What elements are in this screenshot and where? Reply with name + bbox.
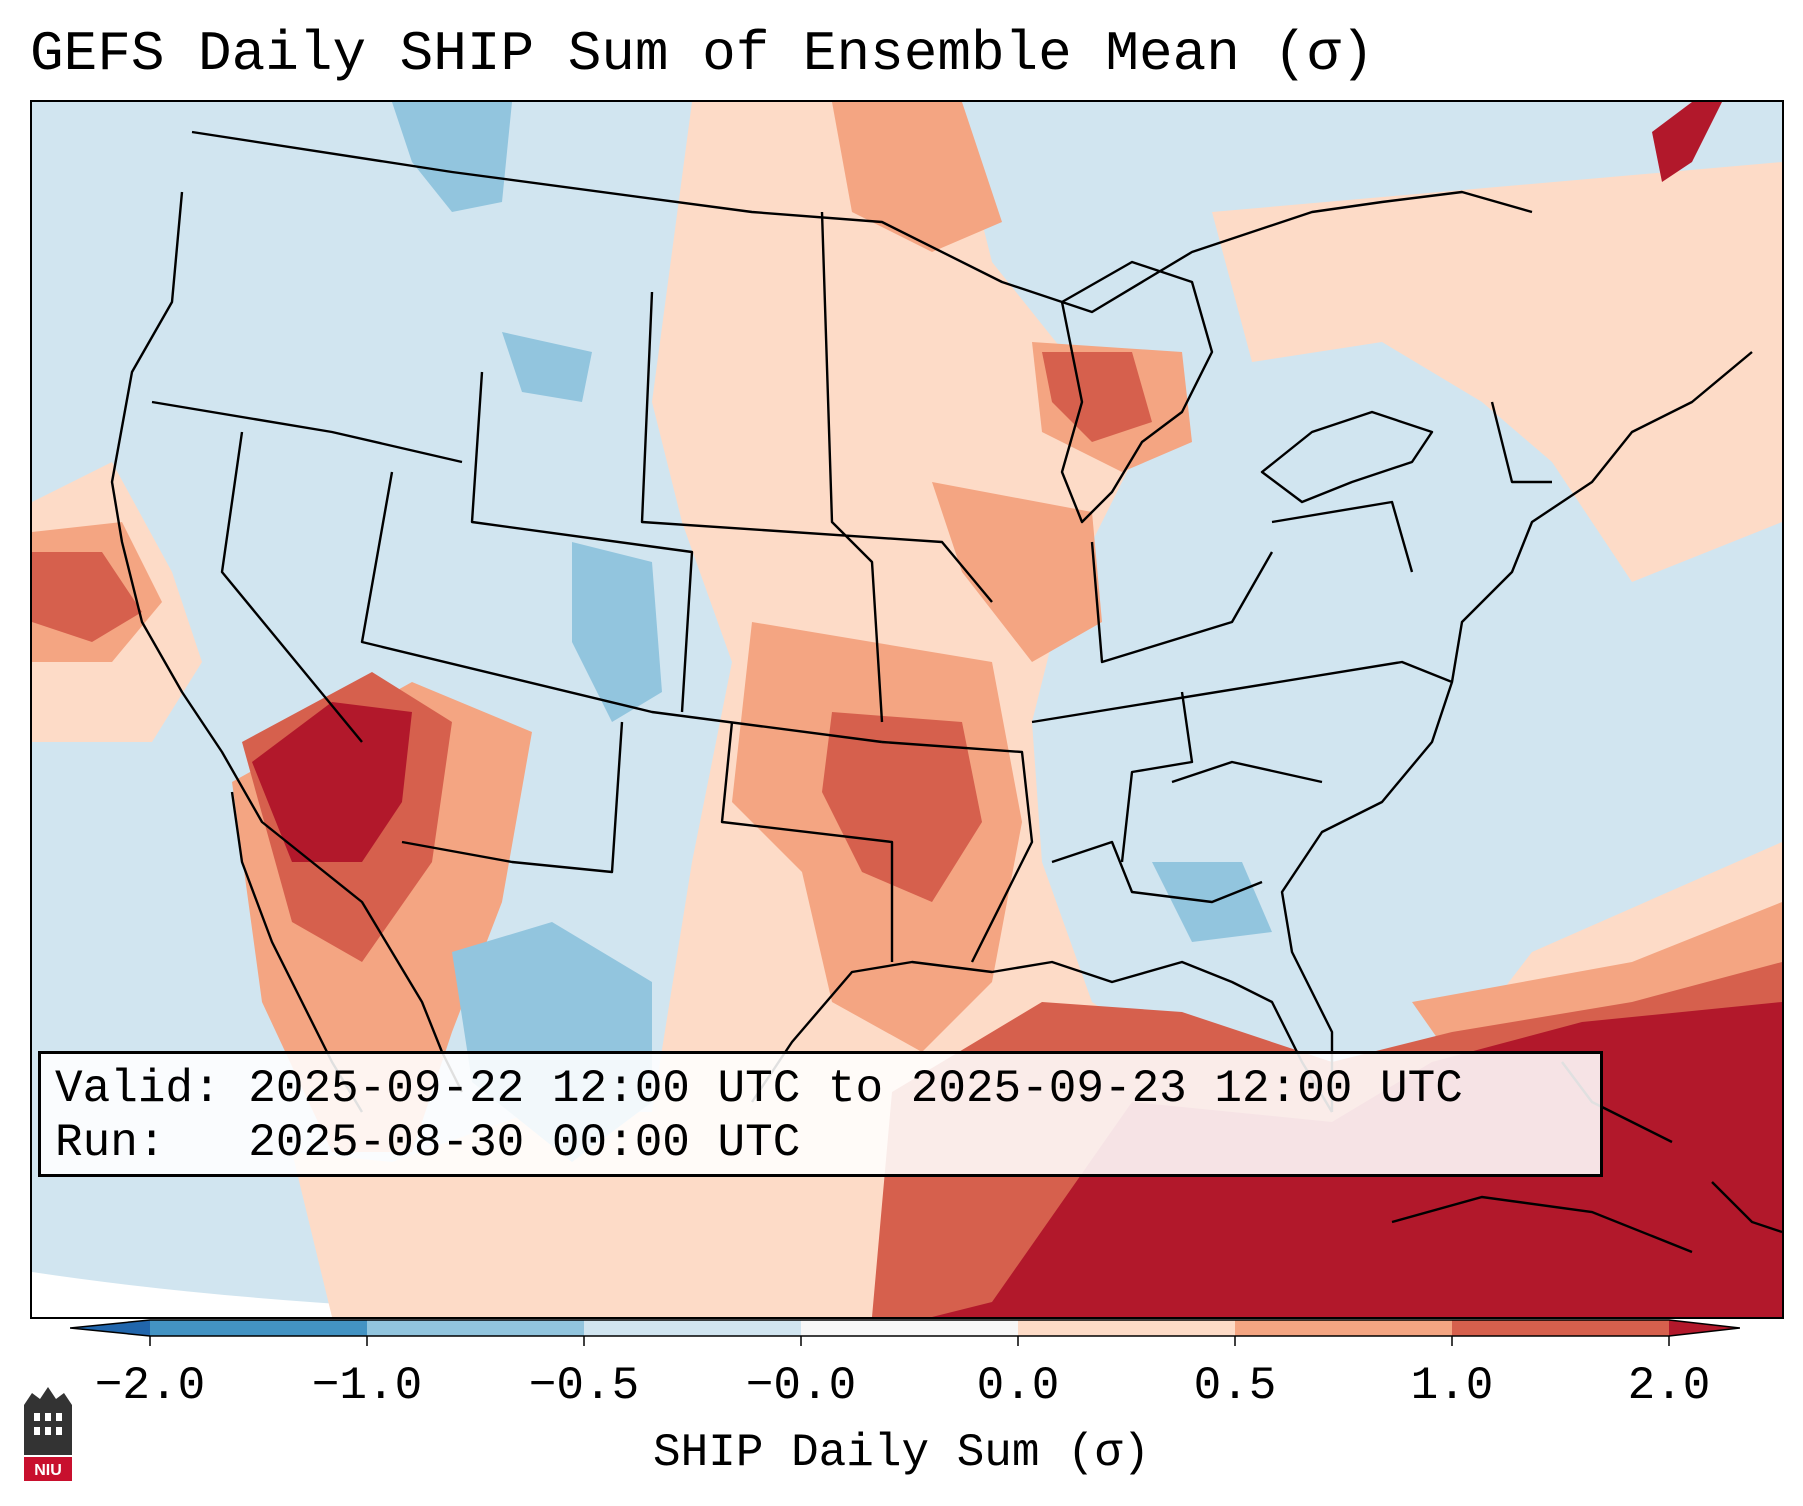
state-line-13 bbox=[1271, 500, 1414, 573]
niu-logo: NIU bbox=[24, 1387, 72, 1481]
run-time-line: Run: 2025-08-30 00:00 UTC bbox=[55, 1117, 801, 1169]
positive-moderate-plains bbox=[932, 482, 1102, 662]
state-line-6 bbox=[401, 721, 624, 874]
negative-wyoming bbox=[502, 332, 592, 402]
state-line-7 bbox=[720, 721, 894, 962]
colorbar-bin-4 bbox=[801, 1320, 1018, 1336]
colorbar-bin-3 bbox=[584, 1320, 801, 1336]
colorbar-bin-5 bbox=[1018, 1320, 1235, 1336]
colorbar-tick-label: 0.0 bbox=[976, 1360, 1060, 1412]
great-lakes-outline bbox=[1060, 260, 1214, 524]
state-line-16 bbox=[1120, 691, 1194, 863]
colorbar-bin-7 bbox=[1452, 1320, 1669, 1336]
state-line-8 bbox=[820, 211, 884, 723]
state-line-11 bbox=[1051, 840, 1263, 904]
state-line-9 bbox=[881, 740, 1034, 963]
logo-text: NIU bbox=[34, 1462, 62, 1479]
state-line-5 bbox=[640, 291, 993, 603]
hispaniola-outline bbox=[1711, 1181, 1782, 1234]
negative-colorado bbox=[572, 542, 662, 722]
lake-erie-ontario bbox=[1260, 410, 1434, 504]
colorbar-ticks bbox=[149, 1336, 1670, 1346]
info-box: Valid: 2025-09-22 12:00 UTC to 2025-09-2… bbox=[38, 1051, 1603, 1177]
state-line-3 bbox=[360, 471, 883, 744]
positive-strong-wisconsin bbox=[1042, 352, 1152, 442]
colorbar-label: SHIP Daily Sum (σ) bbox=[653, 1427, 1150, 1479]
positive-extreme-quebec bbox=[1652, 102, 1722, 182]
positive-light-region bbox=[292, 102, 1782, 1317]
positive-light-northeast bbox=[1212, 162, 1782, 582]
gulf-coast-line bbox=[751, 960, 1334, 1113]
colorbar-bin-6 bbox=[1235, 1320, 1452, 1336]
positive-strong-pacific bbox=[32, 552, 142, 642]
colorbar-tick-label: 2.0 bbox=[1627, 1360, 1711, 1412]
state-line-2 bbox=[220, 431, 363, 743]
colorbar-bin-2 bbox=[367, 1320, 584, 1336]
logo-banner bbox=[24, 1457, 72, 1481]
state-line-10 bbox=[1031, 660, 1453, 724]
positive-strong-southern-plains bbox=[822, 712, 982, 902]
colorbar-tick-label: 1.0 bbox=[1410, 1360, 1494, 1412]
chart-title: GEFS Daily SHIP Sum of Ensemble Mean (σ) bbox=[30, 22, 1375, 86]
state-line-1 bbox=[151, 400, 463, 464]
canada-border bbox=[191, 130, 1533, 314]
valid-time-line: Valid: 2025-09-22 12:00 UTC to 2025-09-2… bbox=[55, 1063, 1463, 1115]
colorbar bbox=[70, 1319, 1740, 1346]
colorbar-under-arrow bbox=[70, 1320, 150, 1336]
colorbar-over-arrow bbox=[1669, 1320, 1740, 1336]
state-borders bbox=[110, 130, 1753, 1113]
colorbar-tick-label: 0.5 bbox=[1193, 1360, 1277, 1412]
cuba-outline bbox=[1391, 1195, 1693, 1254]
positive-moderate-north bbox=[832, 102, 1002, 252]
colorbar-tick-label: −2.0 bbox=[94, 1360, 206, 1412]
logo-window-grid bbox=[34, 1413, 62, 1435]
colorbar-tick-label: −1.0 bbox=[311, 1360, 423, 1412]
state-line-12 bbox=[1090, 541, 1274, 664]
colorbar-tick-label: −0.5 bbox=[528, 1360, 640, 1412]
state-line-14 bbox=[1490, 401, 1552, 484]
colorbar-bin-1 bbox=[150, 1320, 367, 1336]
negative-northern-rockies bbox=[392, 102, 512, 212]
positive-extreme-desert-southwest bbox=[252, 702, 412, 862]
state-line-15 bbox=[1171, 760, 1323, 784]
state-line-4 bbox=[470, 371, 694, 713]
west-coast-line bbox=[110, 191, 464, 1093]
colorbar-tick-label: −0.0 bbox=[745, 1360, 857, 1412]
